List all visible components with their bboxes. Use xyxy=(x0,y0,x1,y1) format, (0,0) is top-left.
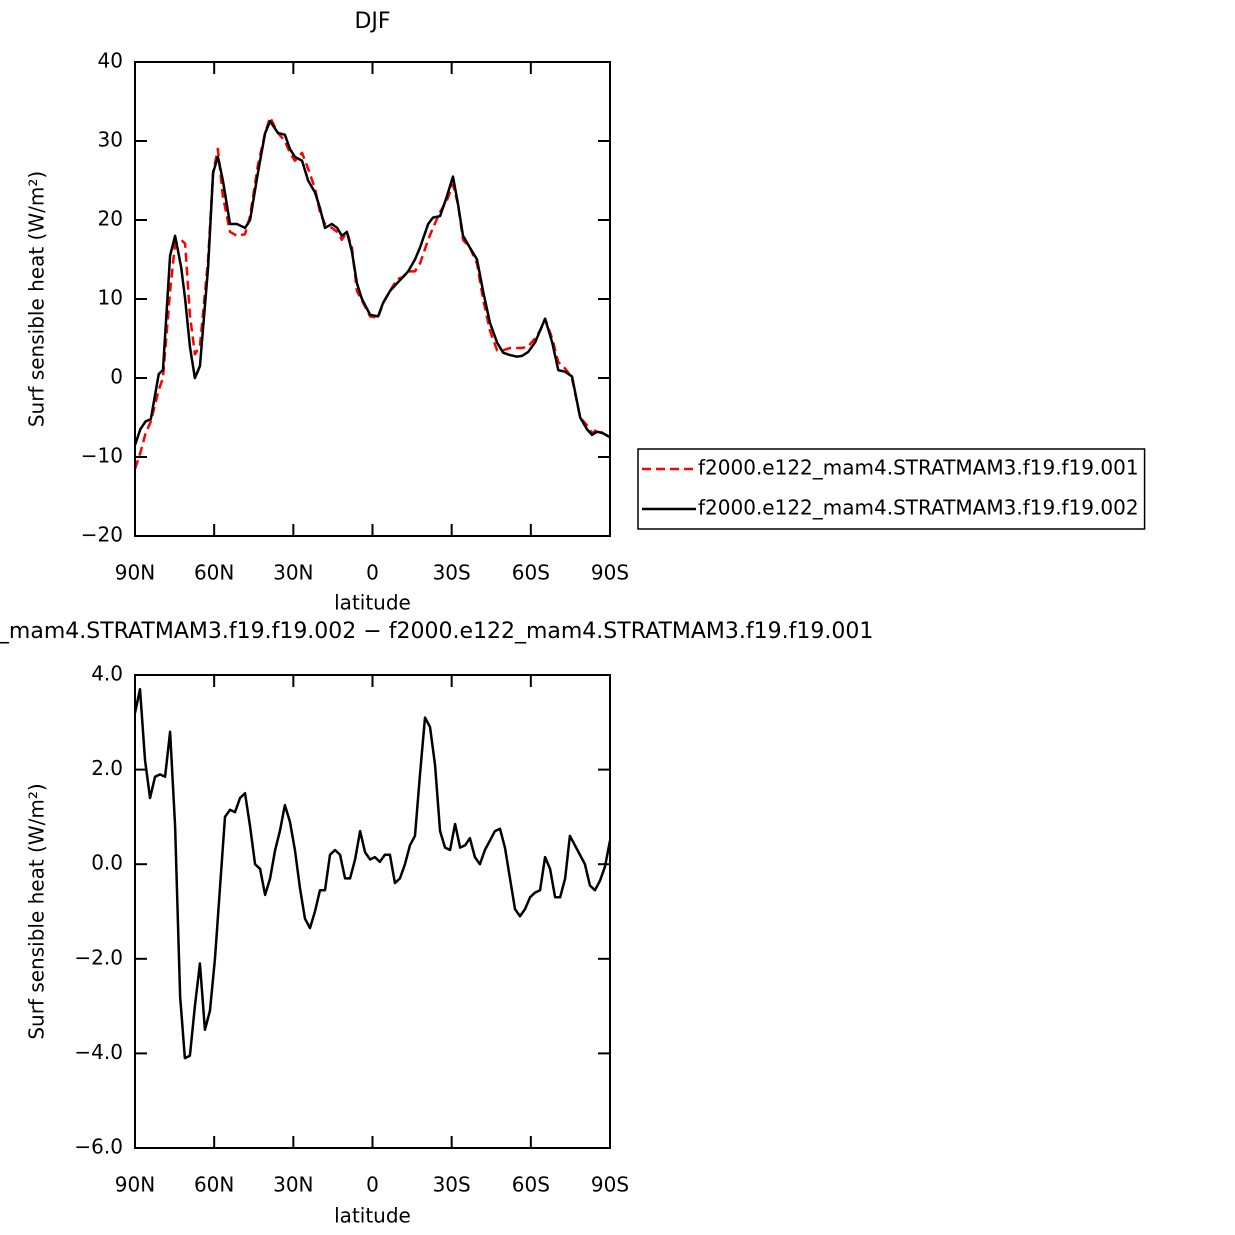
y-tick-label: −10 xyxy=(81,444,123,468)
y-tick-label: 4.0 xyxy=(91,662,123,686)
y-tick-label: 10 xyxy=(98,286,123,310)
legend-box xyxy=(637,448,1146,530)
x-tick-label: 30S xyxy=(433,561,471,585)
y-tick-label: −20 xyxy=(81,523,123,547)
x-tick-label: 90N xyxy=(115,1173,155,1197)
x-tick-label: 60S xyxy=(512,1173,550,1197)
legend: f2000.e122_mam4.STRATMAM3.f19.f19.001 f20… xyxy=(637,448,1146,530)
data-line xyxy=(133,687,612,1060)
x-axis-label: latitude xyxy=(334,591,411,615)
y-tick-label: −2.0 xyxy=(74,945,123,969)
x-tick-label: 60N xyxy=(194,561,234,585)
x-tick-label: 30N xyxy=(273,561,313,585)
y-tick-label: 30 xyxy=(98,128,123,152)
chart-title: DJF xyxy=(354,9,390,34)
data-line xyxy=(133,120,611,446)
plot-frame xyxy=(134,674,611,1149)
x-tick-label: 90S xyxy=(591,1173,629,1197)
x-tick-label: 90N xyxy=(115,561,155,585)
x-tick-label: 60S xyxy=(512,561,550,585)
x-tick-label: 60N xyxy=(194,1173,234,1197)
y-tick-label: 20 xyxy=(98,207,123,231)
x-tick-label: 0 xyxy=(366,561,379,585)
x-axis-label: latitude xyxy=(334,1204,411,1228)
y-tick-label: 0 xyxy=(110,365,123,389)
plot-frame xyxy=(134,61,611,537)
x-tick-label: 0 xyxy=(366,1173,379,1197)
legend-label: f2000.e122_mam4.STRATMAM3.f19.f19.002 xyxy=(698,496,1139,520)
legend-label: f2000.e122_mam4.STRATMAM3.f19.f19.001 xyxy=(698,456,1139,480)
y-tick-label: 2.0 xyxy=(91,756,123,780)
chart-title: f2000.e122_mam4.STRATMAM3.f19.f19.002 − … xyxy=(0,619,873,644)
x-tick-label: 30N xyxy=(273,1173,313,1197)
x-tick-label: 30S xyxy=(433,1173,471,1197)
y-tick-label: −4.0 xyxy=(74,1040,123,1064)
y-tick-label: −6.0 xyxy=(74,1135,123,1159)
y-tick-label: 0.0 xyxy=(91,851,123,875)
y-axis-label: Surf sensible heat (W/m²) xyxy=(25,171,49,427)
y-tick-label: 40 xyxy=(98,49,123,73)
y-axis-label: Surf sensible heat (W/m²) xyxy=(25,783,49,1039)
x-tick-label: 90S xyxy=(591,561,629,585)
